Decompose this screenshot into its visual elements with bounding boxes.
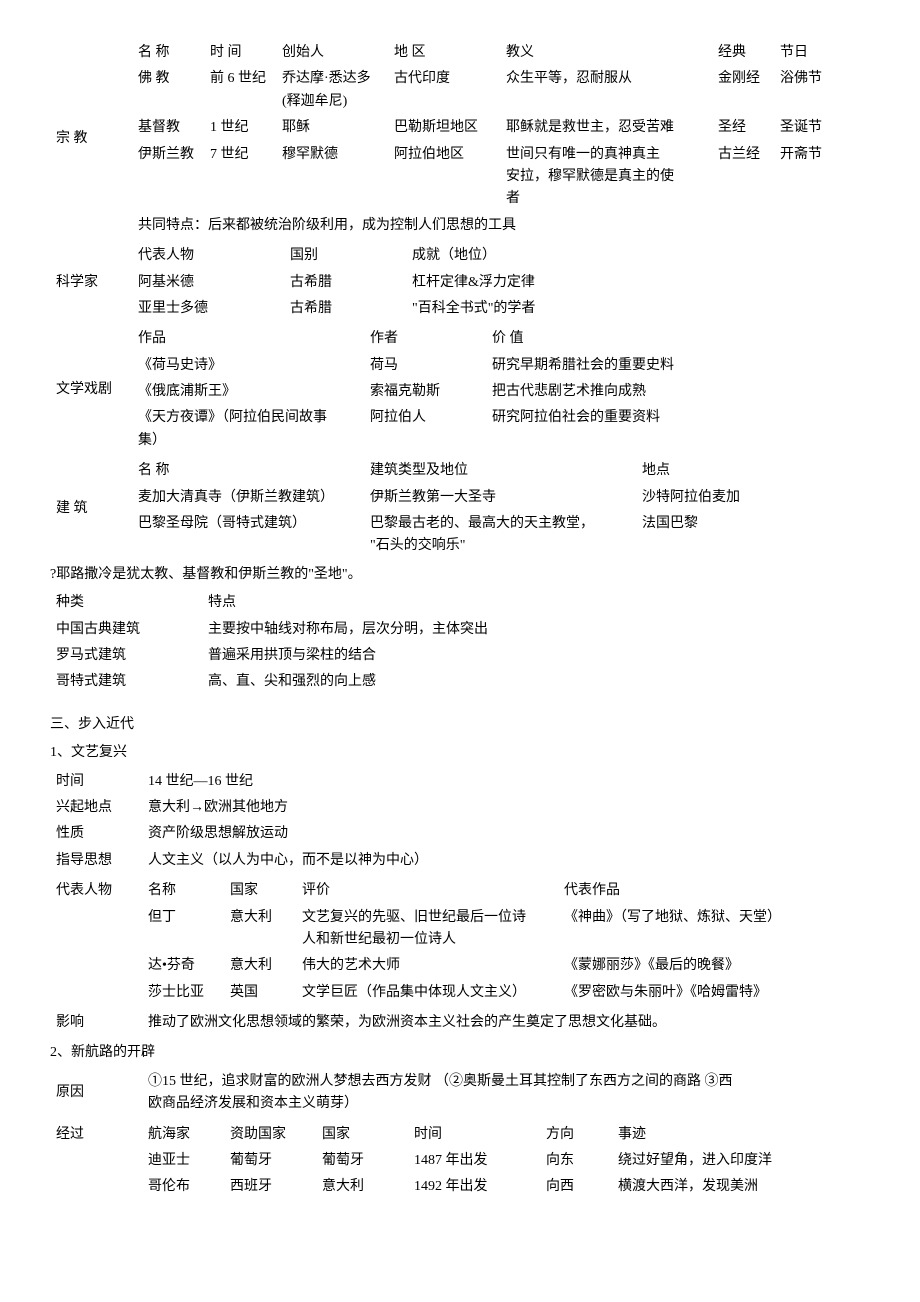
table-row: 中国古典建筑 主要按中轴线对称布局，层次分明，主体突出 [50, 617, 870, 643]
renaissance-kv: 时间14 世纪—16 世纪 兴起地点意大利→欧洲其他地方 性质资产阶级思想解放运… [50, 769, 870, 875]
religion-table: 宗 教 名 称 时 间 创始人 地 区 教义 经典 节日 佛 教 前 6 世纪 … [50, 40, 870, 239]
religion-h0: 名 称 [132, 40, 204, 66]
architecture-table: 建 筑 名 称 建筑类型及地位 地点 麦加大清真寺（伊斯兰教建筑） 伊斯兰教第一… [50, 458, 870, 560]
scientists-table: 科学家 代表人物 国别 成就（地位） 阿基米德 古希腊 杠杆定律&浮力定律 亚里… [50, 243, 870, 322]
table-row: 但丁 意大利 文艺复兴的先驱、旧世纪最后一位诗 人和新世纪最初一位诗人 《神曲》… [50, 905, 870, 954]
renaissance-people: 代表人物 名称 国家 评价 代表作品 但丁 意大利 文艺复兴的先驱、旧世纪最后一… [50, 878, 870, 1006]
table-row: 《天方夜谭》（阿拉伯民间故事 集） 阿拉伯人 研究阿拉伯社会的重要资料 [50, 405, 870, 454]
religion-h6: 节日 [774, 40, 870, 66]
newroutes-process: 经过 航海家 资助国家 国家 时间 方向 事迹 迪亚士 葡萄牙 葡萄牙 1487… [50, 1122, 870, 1201]
table-row: 兴起地点意大利→欧洲其他地方 [50, 795, 870, 821]
table-row: 性质资产阶级思想解放运动 [50, 821, 870, 847]
table-row: 《荷马史诗》 荷马 研究早期希腊社会的重要史料 [50, 353, 870, 379]
jerusalem-note: ?耶路撒冷是犹太教、基督教和伊斯兰教的"圣地"。 [50, 564, 870, 586]
table-row: 共同特点：后来都被统治阶级利用，成为控制人们思想的工具 [50, 213, 870, 239]
table-row: 基督教 1 世纪 耶稣 巴勒斯坦地区 耶稣就是救世主，忍受苦难 圣经 圣诞节 [50, 115, 870, 141]
architecture-label: 建 筑 [50, 458, 132, 560]
table-row: 时间14 世纪—16 世纪 [50, 769, 870, 795]
people-label: 代表人物 [50, 878, 142, 1006]
process-label: 经过 [50, 1122, 142, 1201]
section3-title: 三、步入近代 [50, 714, 870, 736]
table-row: 亚里士多德 古希腊 "百科全书式"的学者 [50, 296, 870, 322]
religion-h2: 创始人 [276, 40, 388, 66]
table-row: 麦加大清真寺（伊斯兰教建筑） 伊斯兰教第一大圣寺 沙特阿拉伯麦加 [50, 485, 870, 511]
religion-common: 共同特点：后来都被统治阶级利用，成为控制人们思想的工具 [132, 213, 870, 239]
table-row: 达•芬奇 意大利 伟大的艺术大师 《蒙娜丽莎》《最后的晚餐》 [50, 953, 870, 979]
arch-types-table: 种类 特点 中国古典建筑 主要按中轴线对称布局，层次分明，主体突出 罗马式建筑 … [50, 590, 870, 696]
religion-h4: 教义 [500, 40, 712, 66]
table-row: 哥伦布 西班牙 意大利 1492 年出发 向西 横渡大西洋，发现美洲 [50, 1174, 870, 1200]
table-row: 佛 教 前 6 世纪 乔达摩·悉达多 (释迦牟尼) 古代印度 众生平等，忍耐服从… [50, 66, 870, 115]
literature-label: 文学戏剧 [50, 326, 132, 454]
table-row: 迪亚士 葡萄牙 葡萄牙 1487 年出发 向东 绕过好望角，进入印度洋 [50, 1148, 870, 1174]
table-row: 哥特式建筑 高、直、尖和强烈的向上感 [50, 669, 870, 695]
religion-h3: 地 区 [388, 40, 500, 66]
newroutes-cause: 原因 ①15 世纪，追求财富的欧洲人梦想去西方发财 （②奥斯曼土耳其控制了东西方… [50, 1069, 870, 1118]
literature-table: 文学戏剧 作品 作者 价 值 《荷马史诗》 荷马 研究早期希腊社会的重要史料 《… [50, 326, 870, 454]
table-row: 影响 推动了欧洲文化思想领域的繁荣，为欧洲资本主义社会的产生奠定了思想文化基础。 [50, 1010, 870, 1036]
table-row: 伊斯兰教 7 世纪 穆罕默德 阿拉伯地区 世间只有唯一的真神真主 安拉，穆罕默德… [50, 142, 870, 213]
scientists-label: 科学家 [50, 243, 132, 322]
table-row: 《俄底浦斯王》 索福克勒斯 把古代悲剧艺术推向成熟 [50, 379, 870, 405]
religion-h1: 时 间 [204, 40, 276, 66]
table-row: 原因 ①15 世纪，追求财富的欧洲人梦想去西方发财 （②奥斯曼土耳其控制了东西方… [50, 1069, 870, 1118]
religion-label: 宗 教 [50, 40, 132, 239]
renaissance-impact: 影响 推动了欧洲文化思想领域的繁荣，为欧洲资本主义社会的产生奠定了思想文化基础。 [50, 1010, 870, 1036]
table-row: 阿基米德 古希腊 杠杆定律&浮力定律 [50, 270, 870, 296]
newroutes-title: 2、新航路的开辟 [50, 1042, 870, 1064]
religion-h5: 经典 [712, 40, 774, 66]
table-row: 罗马式建筑 普遍采用拱顶与梁柱的结合 [50, 643, 870, 669]
table-row: 莎士比亚 英国 文学巨匠（作品集中体现人文主义） 《罗密欧与朱丽叶》《哈姆雷特》 [50, 980, 870, 1006]
renaissance-title: 1、文艺复兴 [50, 742, 870, 764]
table-row: 指导思想人文主义（以人为中心，而不是以神为中心） [50, 848, 870, 874]
table-row: 巴黎圣母院（哥特式建筑） 巴黎最古老的、最高大的天主教堂， "石头的交响乐" 法… [50, 511, 870, 560]
